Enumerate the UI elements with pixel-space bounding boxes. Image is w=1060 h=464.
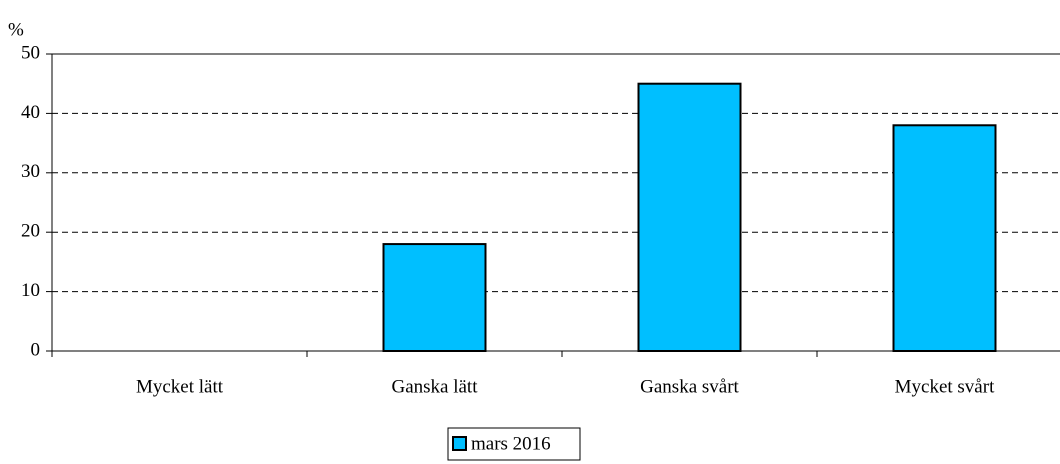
y-tick-label: 30 [21,161,40,182]
y-tick-label: 0 [31,339,41,360]
legend-box [447,427,581,461]
x-tick-label: Ganska lätt [391,376,478,397]
bar [892,124,997,352]
x-tick-label: Ganska svårt [640,376,739,397]
legend-label: mars 2016 [471,433,551,454]
y-tick-label: 50 [21,42,40,63]
x-tick-label: Mycket svårt [895,376,995,397]
bar [637,82,742,352]
x-tick-label: Mycket lätt [136,376,224,397]
y-tick-label: 40 [21,102,40,123]
y-tick-label: 10 [21,280,40,301]
y-axis-label: % [8,19,24,40]
bar [382,243,487,352]
y-tick-label: 20 [21,221,40,242]
legend-swatch [452,436,467,451]
